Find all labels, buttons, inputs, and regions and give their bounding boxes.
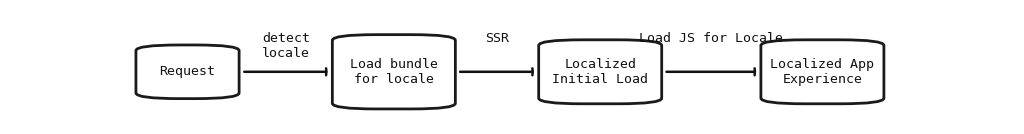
Text: Localized
Initial Load: Localized Initial Load xyxy=(552,58,648,86)
FancyBboxPatch shape xyxy=(539,40,662,104)
Text: SSR: SSR xyxy=(485,32,509,45)
FancyBboxPatch shape xyxy=(136,45,240,99)
Text: detect
locale: detect locale xyxy=(262,32,310,59)
FancyBboxPatch shape xyxy=(333,35,456,109)
Text: Load JS for Locale: Load JS for Locale xyxy=(639,32,783,45)
Text: Load bundle
for locale: Load bundle for locale xyxy=(350,58,438,86)
FancyBboxPatch shape xyxy=(761,40,884,104)
Text: Request: Request xyxy=(160,65,215,78)
Text: Localized App
Experience: Localized App Experience xyxy=(770,58,874,86)
